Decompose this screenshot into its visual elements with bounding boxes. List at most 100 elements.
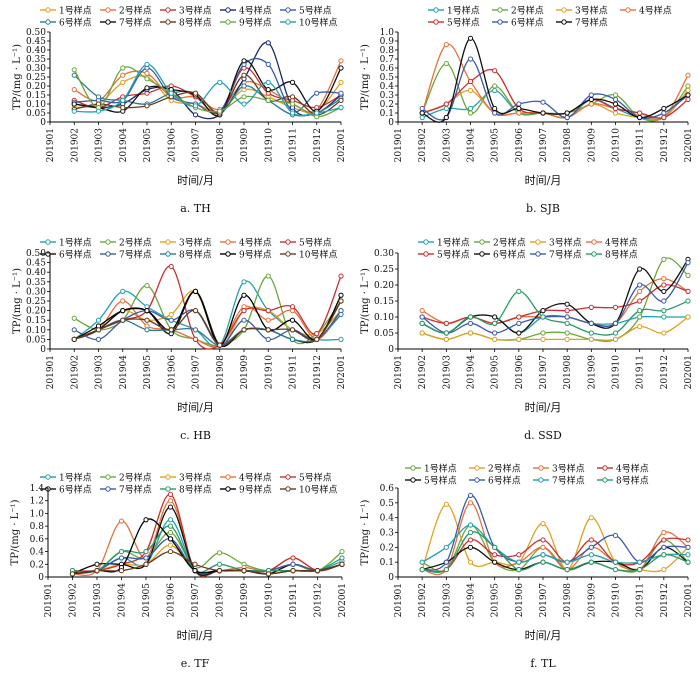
data-point: [289, 327, 296, 333]
data-point: [167, 536, 174, 542]
legend-label: 8号样点: [616, 475, 649, 487]
x-tick-label: 201910: [265, 583, 275, 618]
legend-marker: [538, 465, 544, 471]
legend-label: 4号样点: [639, 5, 672, 17]
x-tick-label: 201910: [264, 355, 274, 390]
x-tick-label: 201909: [240, 583, 250, 618]
data-point: [120, 298, 126, 304]
data-point: [339, 548, 345, 555]
x-tick-label: 201912: [660, 583, 670, 617]
y-tick-label: 0.25: [26, 297, 46, 307]
data-point: [419, 566, 425, 573]
data-point: [467, 35, 474, 41]
legend-label: 2号样点: [119, 472, 152, 484]
data-point: [588, 96, 594, 103]
legend-marker: [225, 239, 231, 245]
y-tick-label: 0.10: [374, 313, 394, 323]
x-tick-label: 201909: [587, 128, 597, 163]
data-point: [588, 336, 594, 342]
data-point: [338, 90, 344, 96]
x-tick-label: 201908: [216, 355, 226, 390]
legend-marker: [602, 465, 608, 471]
data-point: [443, 501, 449, 507]
x-tick-label: 201902: [418, 128, 428, 162]
y-tick-label: 1.0: [380, 28, 395, 38]
data-point: [685, 272, 691, 278]
data-point: [265, 87, 271, 93]
data-point: [192, 308, 199, 314]
y-tick-label: 0.3: [380, 529, 395, 539]
data-point: [564, 114, 570, 121]
y-tick-label: 0.2: [30, 560, 44, 570]
data-point: [265, 273, 271, 279]
x-tick-label: 201906: [167, 128, 177, 163]
data-point: [443, 320, 449, 326]
x-tick-label: 201905: [143, 355, 153, 390]
data-point: [419, 110, 425, 116]
legend-label: 4号样点: [239, 472, 272, 484]
y-tick-label: 0.8: [380, 46, 395, 56]
data-point: [289, 110, 296, 116]
y-tick-label: 0.50: [26, 28, 46, 38]
data-point: [612, 330, 619, 336]
data-point: [588, 92, 594, 98]
series-line: [73, 280, 342, 348]
y-axis-label: TP/(mg · L⁻¹): [12, 268, 23, 334]
x-tick-label: 201912: [660, 355, 670, 389]
legend-marker: [535, 251, 541, 257]
legend-marker: [591, 239, 597, 245]
data-point: [467, 529, 474, 536]
legend-label: 1号样点: [59, 237, 92, 249]
legend-label: 9号样点: [239, 484, 272, 496]
legend-label: 5号样点: [299, 237, 332, 249]
x-tick-label: 201912: [314, 583, 324, 617]
legend-label: 4号样点: [239, 237, 272, 249]
data-point: [443, 336, 449, 342]
legend-marker: [479, 239, 485, 245]
legend-label: 4号样点: [616, 463, 649, 475]
data-point: [289, 94, 296, 100]
series-line: [421, 43, 689, 121]
legend-marker: [105, 251, 111, 257]
series-line: [72, 500, 343, 577]
data-point: [516, 101, 522, 107]
legend-marker: [474, 465, 480, 471]
legend-marker: [105, 239, 111, 245]
data-point: [685, 537, 691, 543]
x-tick-label: 201905: [491, 355, 501, 390]
x-tick-label: 201903: [442, 355, 452, 390]
x-tick-label: 201902: [69, 583, 79, 617]
data-point: [71, 67, 77, 73]
data-point: [265, 571, 272, 577]
y-tick-label: 0.1: [380, 109, 394, 119]
data-point: [241, 317, 247, 323]
series-line: [421, 314, 688, 334]
x-tick-label: 201902: [70, 128, 80, 162]
legend-label: 7号样点: [119, 17, 152, 29]
data-point: [168, 317, 174, 323]
legend-marker: [410, 465, 416, 471]
x-axis-label: 时间/月: [525, 174, 562, 187]
data-point: [443, 559, 449, 565]
data-point: [338, 65, 344, 71]
legend-marker: [285, 474, 291, 480]
data-point: [661, 537, 667, 543]
data-point: [118, 518, 125, 524]
data-point: [540, 99, 546, 105]
legend-marker: [225, 486, 231, 492]
legend-label: 1号样点: [424, 463, 457, 475]
data-point: [443, 60, 449, 67]
data-point: [144, 327, 150, 333]
y-tick-label: 0.15: [26, 91, 46, 101]
data-point: [540, 521, 546, 527]
data-point: [685, 87, 691, 94]
data-point: [314, 331, 320, 337]
x-tick-label: 201905: [142, 583, 152, 618]
data-point: [467, 314, 474, 320]
x-tick-label: 201908: [563, 583, 573, 618]
x-axis-label: 时间/月: [177, 401, 214, 414]
x-tick-label: 202001: [337, 355, 347, 389]
data-point: [167, 498, 174, 504]
legend-label: 2号样点: [119, 5, 152, 17]
